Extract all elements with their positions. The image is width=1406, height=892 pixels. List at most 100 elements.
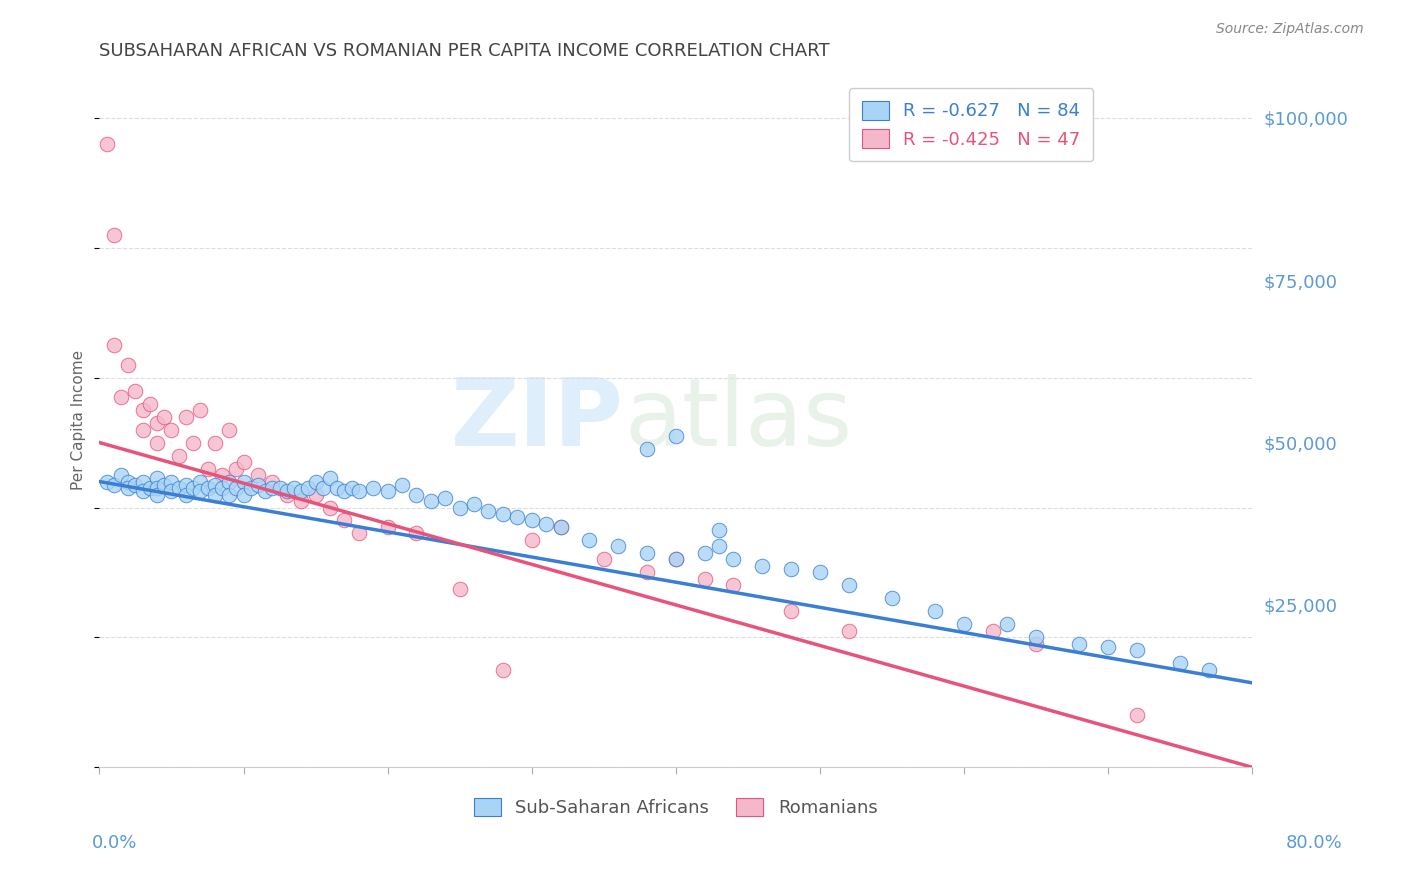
Point <box>391 477 413 491</box>
Point <box>276 487 298 501</box>
Point <box>1126 708 1149 723</box>
Point <box>188 484 211 499</box>
Point <box>103 338 125 352</box>
Point <box>218 487 240 501</box>
Point <box>347 526 370 541</box>
Point <box>103 477 125 491</box>
Point <box>146 435 169 450</box>
Point <box>953 617 976 632</box>
Point <box>131 403 153 417</box>
Point <box>174 477 197 491</box>
Point <box>304 487 326 501</box>
Point <box>506 510 529 524</box>
Point <box>1025 631 1047 645</box>
Point <box>262 475 284 489</box>
Point <box>808 566 831 580</box>
Point <box>262 481 284 495</box>
Point <box>146 471 169 485</box>
Point <box>477 504 499 518</box>
Point <box>592 552 614 566</box>
Point <box>131 475 153 489</box>
Point <box>981 624 1004 638</box>
Point <box>780 604 803 618</box>
Point <box>218 423 240 437</box>
Y-axis label: Per Capita Income: Per Capita Income <box>72 350 86 490</box>
Point <box>146 481 169 495</box>
Point <box>607 540 630 554</box>
Point <box>276 484 298 499</box>
Point <box>117 481 139 495</box>
Point <box>924 604 946 618</box>
Point <box>297 481 319 495</box>
Point <box>340 481 363 495</box>
Point <box>117 475 139 489</box>
Point <box>283 481 305 495</box>
Text: Source: ZipAtlas.com: Source: ZipAtlas.com <box>1216 22 1364 37</box>
Point <box>1198 663 1220 677</box>
Point <box>319 471 342 485</box>
Point <box>181 435 204 450</box>
Point <box>269 481 291 495</box>
Point <box>361 481 384 495</box>
Point <box>103 227 125 242</box>
Text: 80.0%: 80.0% <box>1286 834 1343 852</box>
Point <box>333 514 356 528</box>
Point <box>636 442 658 456</box>
Point <box>153 477 176 491</box>
Text: atlas: atlas <box>624 374 852 466</box>
Point <box>1126 643 1149 657</box>
Point <box>405 487 427 501</box>
Point <box>1168 657 1191 671</box>
Point <box>665 552 688 566</box>
Point <box>124 384 146 398</box>
Point <box>405 526 427 541</box>
Point <box>492 663 515 677</box>
Point <box>665 552 688 566</box>
Point <box>1069 637 1091 651</box>
Point <box>188 475 211 489</box>
Point <box>232 487 254 501</box>
Point <box>838 578 860 592</box>
Point <box>211 468 233 483</box>
Point <box>160 423 183 437</box>
Point <box>707 540 730 554</box>
Point <box>312 481 335 495</box>
Text: SUBSAHARAN AFRICAN VS ROMANIAN PER CAPITA INCOME CORRELATION CHART: SUBSAHARAN AFRICAN VS ROMANIAN PER CAPIT… <box>100 42 830 60</box>
Point <box>693 546 716 560</box>
Text: 0.0%: 0.0% <box>91 834 136 852</box>
Point <box>146 487 169 501</box>
Legend: Sub-Saharan Africans, Romanians: Sub-Saharan Africans, Romanians <box>467 790 884 824</box>
Point <box>377 484 399 499</box>
Point <box>347 484 370 499</box>
Point <box>188 403 211 417</box>
Point <box>117 358 139 372</box>
Point <box>463 497 485 511</box>
Text: ZIP: ZIP <box>451 374 624 466</box>
Point <box>204 487 226 501</box>
Point <box>232 455 254 469</box>
Point <box>146 416 169 430</box>
Point <box>333 484 356 499</box>
Point <box>550 520 572 534</box>
Point <box>995 617 1018 632</box>
Point <box>197 481 219 495</box>
Point <box>326 481 349 495</box>
Point <box>751 558 773 573</box>
Point <box>167 481 190 495</box>
Point <box>174 487 197 501</box>
Point <box>377 520 399 534</box>
Point <box>211 481 233 495</box>
Point <box>204 477 226 491</box>
Point <box>254 484 277 499</box>
Point <box>780 562 803 576</box>
Point <box>239 481 262 495</box>
Point <box>110 390 132 404</box>
Point <box>578 533 600 547</box>
Point <box>174 409 197 424</box>
Point <box>520 533 543 547</box>
Point <box>290 494 312 508</box>
Point <box>838 624 860 638</box>
Point <box>96 475 118 489</box>
Point <box>124 477 146 491</box>
Point <box>319 500 342 515</box>
